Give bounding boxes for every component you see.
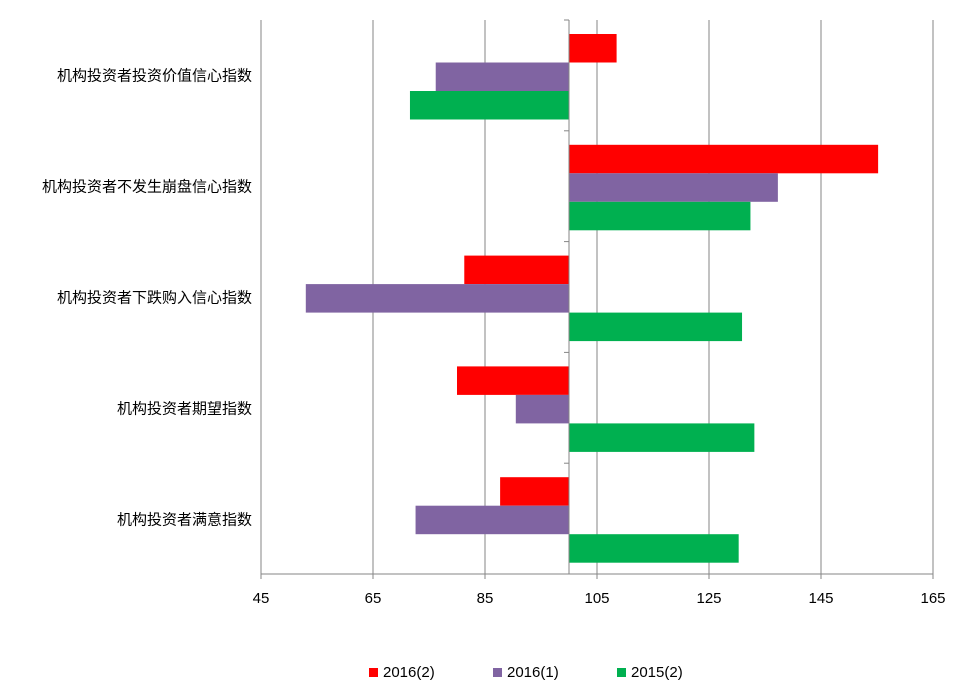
bar-2015(2)-2	[569, 312, 743, 342]
legend-label: 2015(2)	[631, 664, 683, 681]
bar-2016(1)-4	[415, 505, 569, 535]
category-label: 机构投资者期望指数	[116, 400, 252, 418]
bar-2016(2)-4	[500, 477, 569, 506]
x-tick-label: 85	[476, 590, 494, 607]
legend-item: 2015(2)	[617, 664, 683, 681]
bar-2016(1)-1	[569, 173, 778, 202]
bar-2016(2)-3	[457, 366, 569, 395]
x-tick-label: 125	[696, 590, 722, 607]
bar-2015(2)-1	[569, 201, 751, 231]
legend-item: 2016(2)	[369, 664, 435, 681]
x-tick-label: 105	[584, 590, 610, 607]
bar-2016(1)-2	[305, 284, 569, 313]
category-label: 机构投资者下跌购入信心指数	[56, 289, 252, 307]
legend-label: 2016(1)	[507, 664, 559, 681]
legend-item: 2016(1)	[493, 664, 559, 681]
bar-2016(2)-2	[464, 255, 569, 285]
x-tick-label: 145	[808, 590, 834, 607]
legend-label: 2016(2)	[383, 664, 435, 681]
bar-2015(2)-0	[409, 91, 569, 120]
bar-2015(2)-4	[569, 534, 739, 563]
bar-2015(2)-3	[569, 423, 755, 452]
bar-2016(1)-0	[435, 62, 569, 91]
legend-swatch	[493, 668, 502, 677]
legend: 2016(2) 2016(1) 2015(2)	[0, 664, 958, 686]
category-label: 机构投资者不发生崩盘信心指数	[41, 178, 252, 196]
bar-2016(1)-3	[515, 394, 569, 424]
x-tick-label: 165	[920, 590, 946, 607]
x-tick-label: 45	[252, 590, 270, 607]
legend-swatch	[617, 668, 626, 677]
category-label: 机构投资者满意指数	[116, 511, 252, 529]
bar-2016(2)-1	[569, 144, 879, 174]
category-label: 机构投资者投资价值信心指数	[56, 67, 252, 85]
x-tick-label: 65	[364, 590, 382, 607]
legend-swatch	[369, 668, 378, 677]
bar-2016(2)-0	[569, 34, 617, 63]
